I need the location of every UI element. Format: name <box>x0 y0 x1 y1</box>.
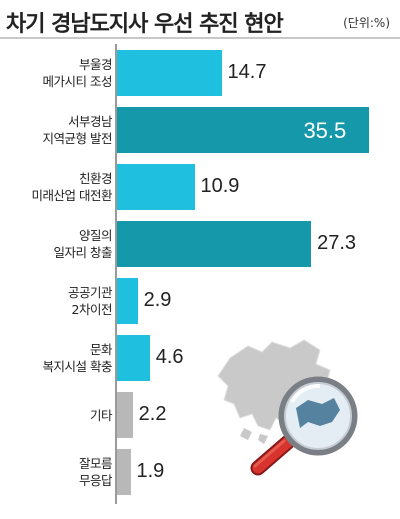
value-label: 27.3 <box>317 232 357 254</box>
bar-row: 문화 복지시설 확충 4.6 <box>0 335 400 381</box>
value-label: 2.2 <box>138 403 167 425</box>
category-label: 양질의 일자리 창출 <box>53 228 113 260</box>
bar-row: 기타 2.2 <box>0 392 400 438</box>
category-label: 서부경남 지역균형 발전 <box>42 114 113 146</box>
value-label: 35.5 <box>303 118 347 143</box>
category-label: 부울경 메가시티 조성 <box>42 57 113 89</box>
chart-title: 차기 경남도지사 우선 추진 현안 <box>6 12 284 37</box>
value-label: 1.9 <box>136 460 165 482</box>
bar-row: 부울경 메가시티 조성 14.7 <box>0 50 400 96</box>
bar-row: 양질의 일자리 창출 27.3 <box>0 221 400 267</box>
unit-label: (단위:%) <box>343 16 390 30</box>
category-label: 공공기관 2차이전 <box>67 285 113 317</box>
bar <box>117 221 312 267</box>
bar-row: 친환경 미래산업 대전환 10.9 <box>0 164 400 210</box>
bar <box>117 278 138 324</box>
bar <box>117 449 131 495</box>
category-label: 친환경 미래산업 대전환 <box>31 171 113 203</box>
bar <box>117 164 195 210</box>
bar <box>117 50 222 96</box>
title-divider <box>0 37 400 39</box>
bar-chart: 부울경 메가시티 조성 14.7 서부경남 지역균형 발전 35.5 친환경 미래산업 … <box>0 44 400 519</box>
bar-row: 서부경남 지역균형 발전 35.5 <box>0 107 400 153</box>
bar-row: 잘모름 무응답 1.9 <box>0 449 400 495</box>
bar <box>117 107 370 153</box>
value-label: 4.6 <box>155 346 184 368</box>
value-label: 2.9 <box>143 289 172 311</box>
value-label: 14.7 <box>227 61 267 83</box>
bar-row: 공공기관 2차이전 2.9 <box>0 278 400 324</box>
chart-axis <box>115 44 117 504</box>
magnifier-icon <box>250 376 358 476</box>
bar <box>117 392 133 438</box>
category-label: 문화 복지시설 확충 <box>42 342 113 374</box>
magnifier-map-illustration <box>217 339 358 476</box>
value-label: 10.9 <box>200 175 240 197</box>
category-label: 잘모름 무응답 <box>78 456 113 488</box>
bar <box>117 335 150 381</box>
category-label: 기타 <box>89 407 113 423</box>
